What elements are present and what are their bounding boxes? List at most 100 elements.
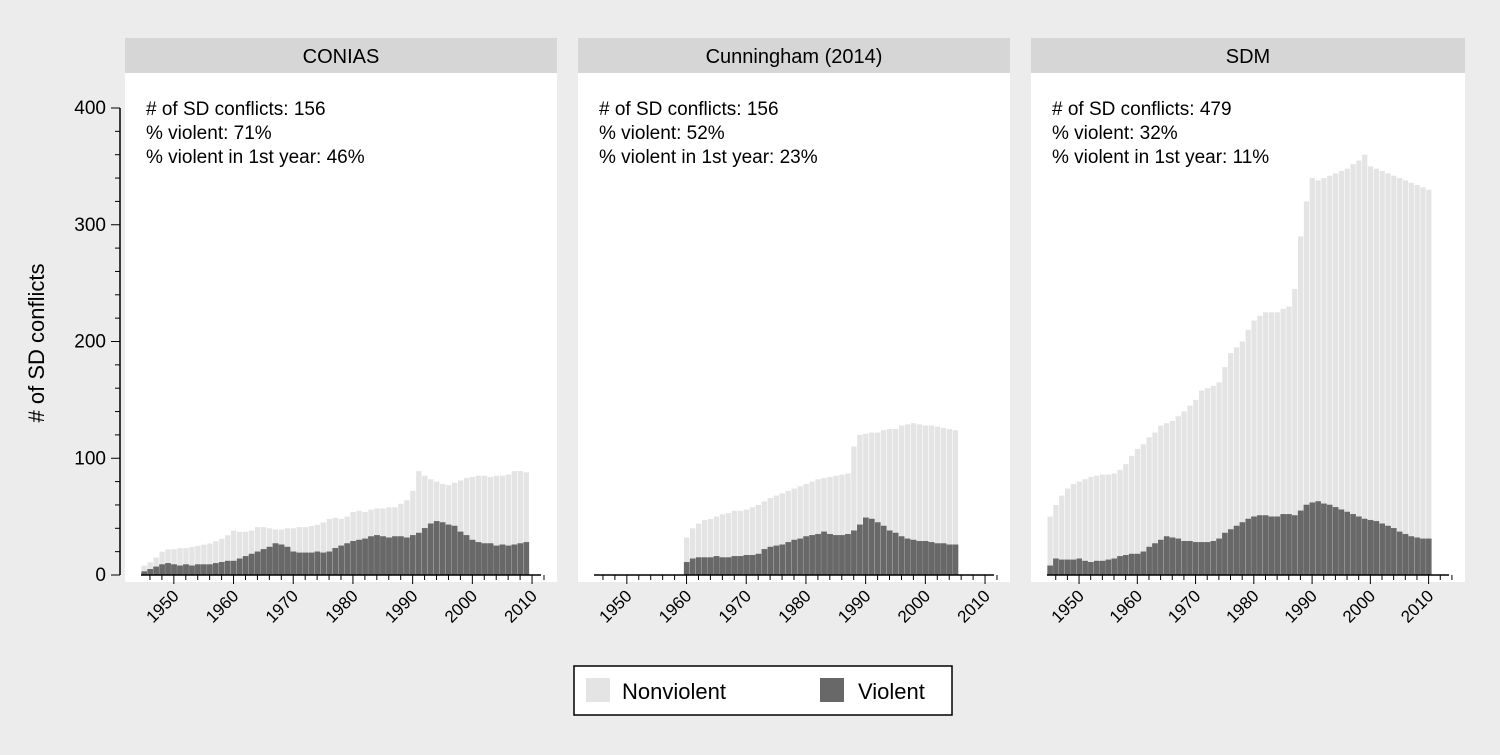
bar-nonviolent xyxy=(302,527,309,575)
bar-nonviolent xyxy=(1198,390,1205,575)
bar-nonviolent xyxy=(1327,175,1333,575)
bar-nonviolent xyxy=(1263,312,1269,575)
bar-nonviolent xyxy=(1111,473,1117,575)
bar-violent xyxy=(1117,556,1123,576)
bar-violent xyxy=(1152,543,1158,576)
bar-violent xyxy=(1385,525,1391,576)
bar-violent xyxy=(1280,514,1286,576)
bar-nonviolent xyxy=(242,531,249,575)
annotation-line: # of SD conflicts: 156 xyxy=(146,99,326,120)
bar-nonviolent xyxy=(1245,329,1251,575)
bar-violent xyxy=(1064,559,1071,576)
bar-violent xyxy=(1047,565,1053,576)
bar-violent xyxy=(308,552,315,576)
bar-violent xyxy=(1373,521,1380,576)
bar-nonviolent xyxy=(767,497,774,575)
bar-nonviolent xyxy=(809,481,815,575)
bar-violent xyxy=(177,565,183,576)
bar-nonviolent xyxy=(493,475,500,575)
bar-nonviolent xyxy=(1140,444,1146,575)
bar-violent xyxy=(248,553,255,576)
bar-nonviolent xyxy=(1158,425,1164,575)
bar-violent xyxy=(1082,560,1088,576)
bar-nonviolent xyxy=(1164,423,1170,575)
bar-violent xyxy=(1344,511,1351,576)
bar-nonviolent xyxy=(1362,154,1368,575)
bar-violent xyxy=(1222,532,1228,576)
bar-violent xyxy=(481,543,488,576)
bar-nonviolent xyxy=(785,490,791,575)
bar-violent xyxy=(1059,559,1065,576)
bar-nonviolent xyxy=(1193,399,1199,575)
bar-violent xyxy=(952,544,959,576)
bar-nonviolent xyxy=(1408,182,1414,575)
bar-violent xyxy=(433,521,440,576)
bar-violent xyxy=(230,560,237,576)
bar-nonviolent xyxy=(815,479,821,575)
annotation-line: % violent: 32% xyxy=(1052,123,1178,144)
bar-violent xyxy=(153,566,159,576)
bar-violent xyxy=(755,553,762,576)
bar-violent xyxy=(892,532,899,576)
bar-violent xyxy=(1361,518,1368,576)
bar-nonviolent xyxy=(523,472,529,575)
bar-violent xyxy=(1338,509,1345,576)
bar-nonviolent xyxy=(1047,516,1053,575)
bar-nonviolent xyxy=(219,538,225,575)
bar-violent xyxy=(1099,560,1106,576)
bar-violent xyxy=(1327,504,1333,576)
bar-violent xyxy=(689,558,696,576)
bar-nonviolent xyxy=(1094,475,1100,575)
bar-violent xyxy=(218,562,225,576)
bar-nonviolent xyxy=(487,476,494,575)
bar-violent xyxy=(821,531,827,576)
legend-label-violent: Violent xyxy=(858,679,925,704)
bar-nonviolent xyxy=(165,549,171,575)
bar-nonviolent xyxy=(308,525,315,575)
bar-violent xyxy=(773,545,780,576)
bar-violent xyxy=(1134,553,1141,576)
bar-violent xyxy=(946,544,953,576)
bar-nonviolent xyxy=(511,471,518,575)
bar-nonviolent xyxy=(1216,382,1222,575)
annotation-line: % violent: 71% xyxy=(146,123,272,144)
bar-violent xyxy=(845,533,851,576)
bar-nonviolent xyxy=(296,527,303,575)
bar-nonviolent xyxy=(141,565,147,575)
bar-violent xyxy=(457,531,464,576)
bar-violent xyxy=(224,560,231,576)
bar-violent xyxy=(189,565,195,576)
bar-violent xyxy=(904,538,911,576)
bar-nonviolent xyxy=(1338,171,1345,576)
bar-violent xyxy=(1262,515,1269,576)
bar-violent xyxy=(1408,536,1415,576)
bar-violent xyxy=(1321,503,1327,576)
bar-violent xyxy=(421,528,428,576)
bar-nonviolent xyxy=(803,483,809,575)
bar-violent xyxy=(1227,529,1234,576)
bar-nonviolent xyxy=(833,475,839,575)
bar-violent xyxy=(296,552,303,576)
bar-violent xyxy=(284,546,291,576)
y-tick-label: 0 xyxy=(95,565,106,586)
bar-violent xyxy=(731,556,738,576)
bar-nonviolent xyxy=(332,517,338,575)
legend-swatch-nonviolent xyxy=(586,678,610,702)
bar-violent xyxy=(445,524,452,576)
bar-violent xyxy=(147,569,153,576)
bar-violent xyxy=(212,563,219,576)
bar-violent xyxy=(392,536,398,576)
bar-violent xyxy=(463,535,470,576)
bar-violent xyxy=(1292,515,1298,576)
bar-nonviolent xyxy=(147,562,153,575)
bar-violent xyxy=(1123,555,1129,576)
bar-violent xyxy=(171,564,177,576)
bar-nonviolent xyxy=(1286,306,1292,575)
bar-violent xyxy=(1216,538,1222,576)
bar-nonviolent xyxy=(463,478,470,575)
bar-nonviolent xyxy=(225,535,231,575)
legend-box xyxy=(573,665,953,716)
bar-nonviolent xyxy=(928,425,935,575)
bar-violent xyxy=(1093,560,1100,576)
